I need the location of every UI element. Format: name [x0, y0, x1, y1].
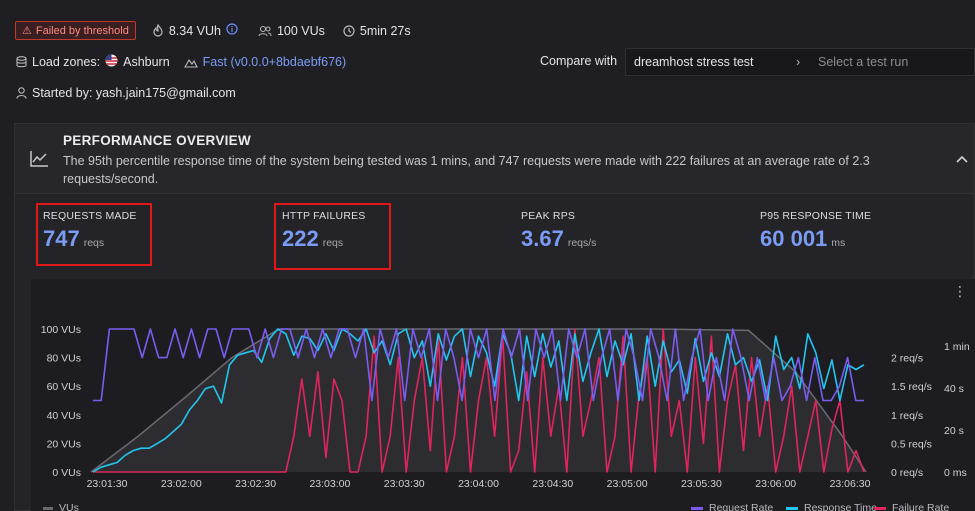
version-link[interactable]: Fast (v0.0.0+8bdaebf676) [202, 55, 347, 69]
highlight-box-requests [36, 203, 152, 266]
y-tick-label: 0 VUs [52, 467, 81, 479]
stat-requests-made: REQUESTS MADE 747 reqs [43, 210, 137, 252]
x-tick-label: 23:04:00 [458, 478, 499, 490]
x-tick-label: 23:04:30 [532, 478, 573, 490]
y3-tick-label: 20 s [944, 425, 964, 437]
stat-value: 747 [43, 226, 80, 251]
duration-metric: 5min 27s [343, 24, 411, 38]
duration-value: 5min 27s [359, 23, 411, 38]
legend-label: Request Rate [709, 502, 773, 511]
performance-overview-panel: PERFORMANCE OVERVIEW The 95th percentile… [14, 123, 975, 511]
y-tick-label: 60 VUs [47, 381, 81, 393]
x-tick-label: 23:02:00 [161, 478, 202, 490]
test-run-select[interactable]: Select a test run [818, 55, 909, 69]
stat-unit: reqs/s [567, 237, 597, 249]
stat-label: REQUESTS MADE [43, 210, 137, 222]
y2-tick-label: 1 req/s [891, 410, 923, 422]
stat-unit: reqs [322, 237, 344, 249]
performance-overview-title: PERFORMANCE OVERVIEW [63, 133, 252, 148]
us-flag-icon [105, 54, 118, 70]
info-icon[interactable] [226, 23, 238, 38]
stat-label: P95 RESPONSE TIME [760, 210, 872, 222]
clock-icon [343, 24, 355, 37]
stat-value: 60 001 [760, 226, 828, 251]
x-tick-label: 23:05:00 [607, 478, 648, 490]
load-zone-value: Ashburn [123, 55, 170, 69]
flame-icon [152, 24, 164, 37]
y2-tick-label: 0 req/s [891, 467, 923, 479]
mode: Fast (v0.0.0+8bdaebf676) [183, 55, 347, 69]
stat-peak-rps: PEAK RPS 3.67 reqs/s [521, 210, 596, 252]
users-icon [258, 25, 272, 37]
started-by: Started by: yash.jain175@gmail.com [16, 86, 236, 100]
legend-label: Failure Rate [892, 502, 949, 511]
more-options-icon[interactable]: ⋮ [953, 283, 967, 299]
x-tick-label: 23:02:30 [235, 478, 276, 490]
stat-p95-response-time: P95 RESPONSE TIME 60 001 ms [760, 210, 871, 252]
stat-unit: ms [831, 237, 846, 249]
y3-tick-label: 40 s [944, 383, 964, 395]
x-tick-label: 23:03:00 [309, 478, 350, 490]
warning-icon: ⚠ [22, 25, 32, 37]
compare-select[interactable]: dreamhost stress test › Select a test ru… [625, 48, 975, 76]
status-badge-text: Failed by threshold [35, 24, 129, 37]
load-zones: Load zones: Ashburn [16, 54, 170, 70]
stat-unit: reqs [83, 237, 105, 249]
highlight-box-failures [274, 203, 391, 270]
compare-label: Compare with [540, 54, 618, 68]
started-by-text: Started by: yash.jain175@gmail.com [32, 86, 236, 100]
y2-tick-label: 0.5 req/s [891, 438, 932, 450]
vuh-value: 8.34 VUh [168, 23, 221, 38]
vus-metric: 100 VUs [258, 24, 325, 38]
y2-tick-label: 1.5 req/s [891, 381, 932, 393]
status-badge: ⚠ Failed by threshold [15, 21, 136, 40]
mountain-icon [183, 57, 198, 68]
performance-chart: ⋮ 0 VUs 20 VUs 40 VUs 60 VUs 80 VUs 100 VUs 0 … [31, 279, 975, 511]
legend-swatch [874, 507, 886, 510]
summary-row: ⚠ Failed by threshold 8.34 VUh 100 VUs 5… [15, 21, 411, 40]
legend-swatch [786, 507, 798, 510]
vuh-metric: 8.34 VUh [152, 23, 238, 38]
user-icon [16, 87, 27, 99]
chevron-up-icon[interactable] [956, 152, 968, 166]
line-chart-icon [29, 150, 49, 171]
stat-label: PEAK RPS [521, 210, 576, 222]
database-icon [16, 56, 27, 68]
started-by-row: Started by: yash.jain175@gmail.com [16, 86, 236, 100]
compare-with: Compare with [540, 54, 617, 68]
stat-label: HTTP FAILURES [282, 210, 366, 222]
chart-svg: 0 VUs 20 VUs 40 VUs 60 VUs 80 VUs 100 VUs 0 re… [41, 324, 970, 511]
y-tick-label: 100 VUs [41, 324, 81, 336]
legend-swatch [691, 507, 703, 510]
x-tick-label: 23:06:00 [755, 478, 796, 490]
y-tick-label: 20 VUs [47, 438, 81, 450]
performance-overview-description: The 95th percentile response time of the… [63, 154, 870, 186]
y-tick-label: 40 VUs [47, 410, 81, 422]
load-zones-label: Load zones: [32, 55, 101, 69]
series-line-response-time [92, 328, 865, 473]
compare-selected-test[interactable]: dreamhost stress test [634, 55, 754, 69]
vus-value: 100 VUs [276, 23, 325, 38]
series-line-request-rate [93, 328, 864, 402]
load-zones-row: Load zones: Ashburn Fast (v0.0.0+8bdaebf… [16, 54, 346, 70]
stat-value: 3.67 [521, 226, 564, 251]
legend-swatch-vus [43, 507, 53, 510]
legend-label: VUs [59, 502, 79, 511]
performance-overview-header[interactable]: PERFORMANCE OVERVIEW The 95th percentile… [15, 124, 974, 194]
x-tick-label: 23:03:30 [384, 478, 425, 490]
stat-value: 222 [282, 226, 319, 251]
legend-label: Response Time [804, 502, 877, 511]
y3-tick-label: 1 min [944, 341, 970, 353]
x-tick-label: 23:06:30 [830, 478, 871, 490]
series-line-vus [90, 328, 867, 473]
x-tick-label: 23:01:30 [87, 478, 128, 490]
chevron-right-icon: › [796, 55, 801, 69]
y3-tick-label: 0 ms [944, 467, 967, 479]
y-tick-label: 80 VUs [47, 353, 81, 365]
y2-tick-label: 2 req/s [891, 353, 923, 365]
x-tick-label: 23:05:30 [681, 478, 722, 490]
stat-http-failures: HTTP FAILURES 222 reqs [282, 210, 366, 252]
